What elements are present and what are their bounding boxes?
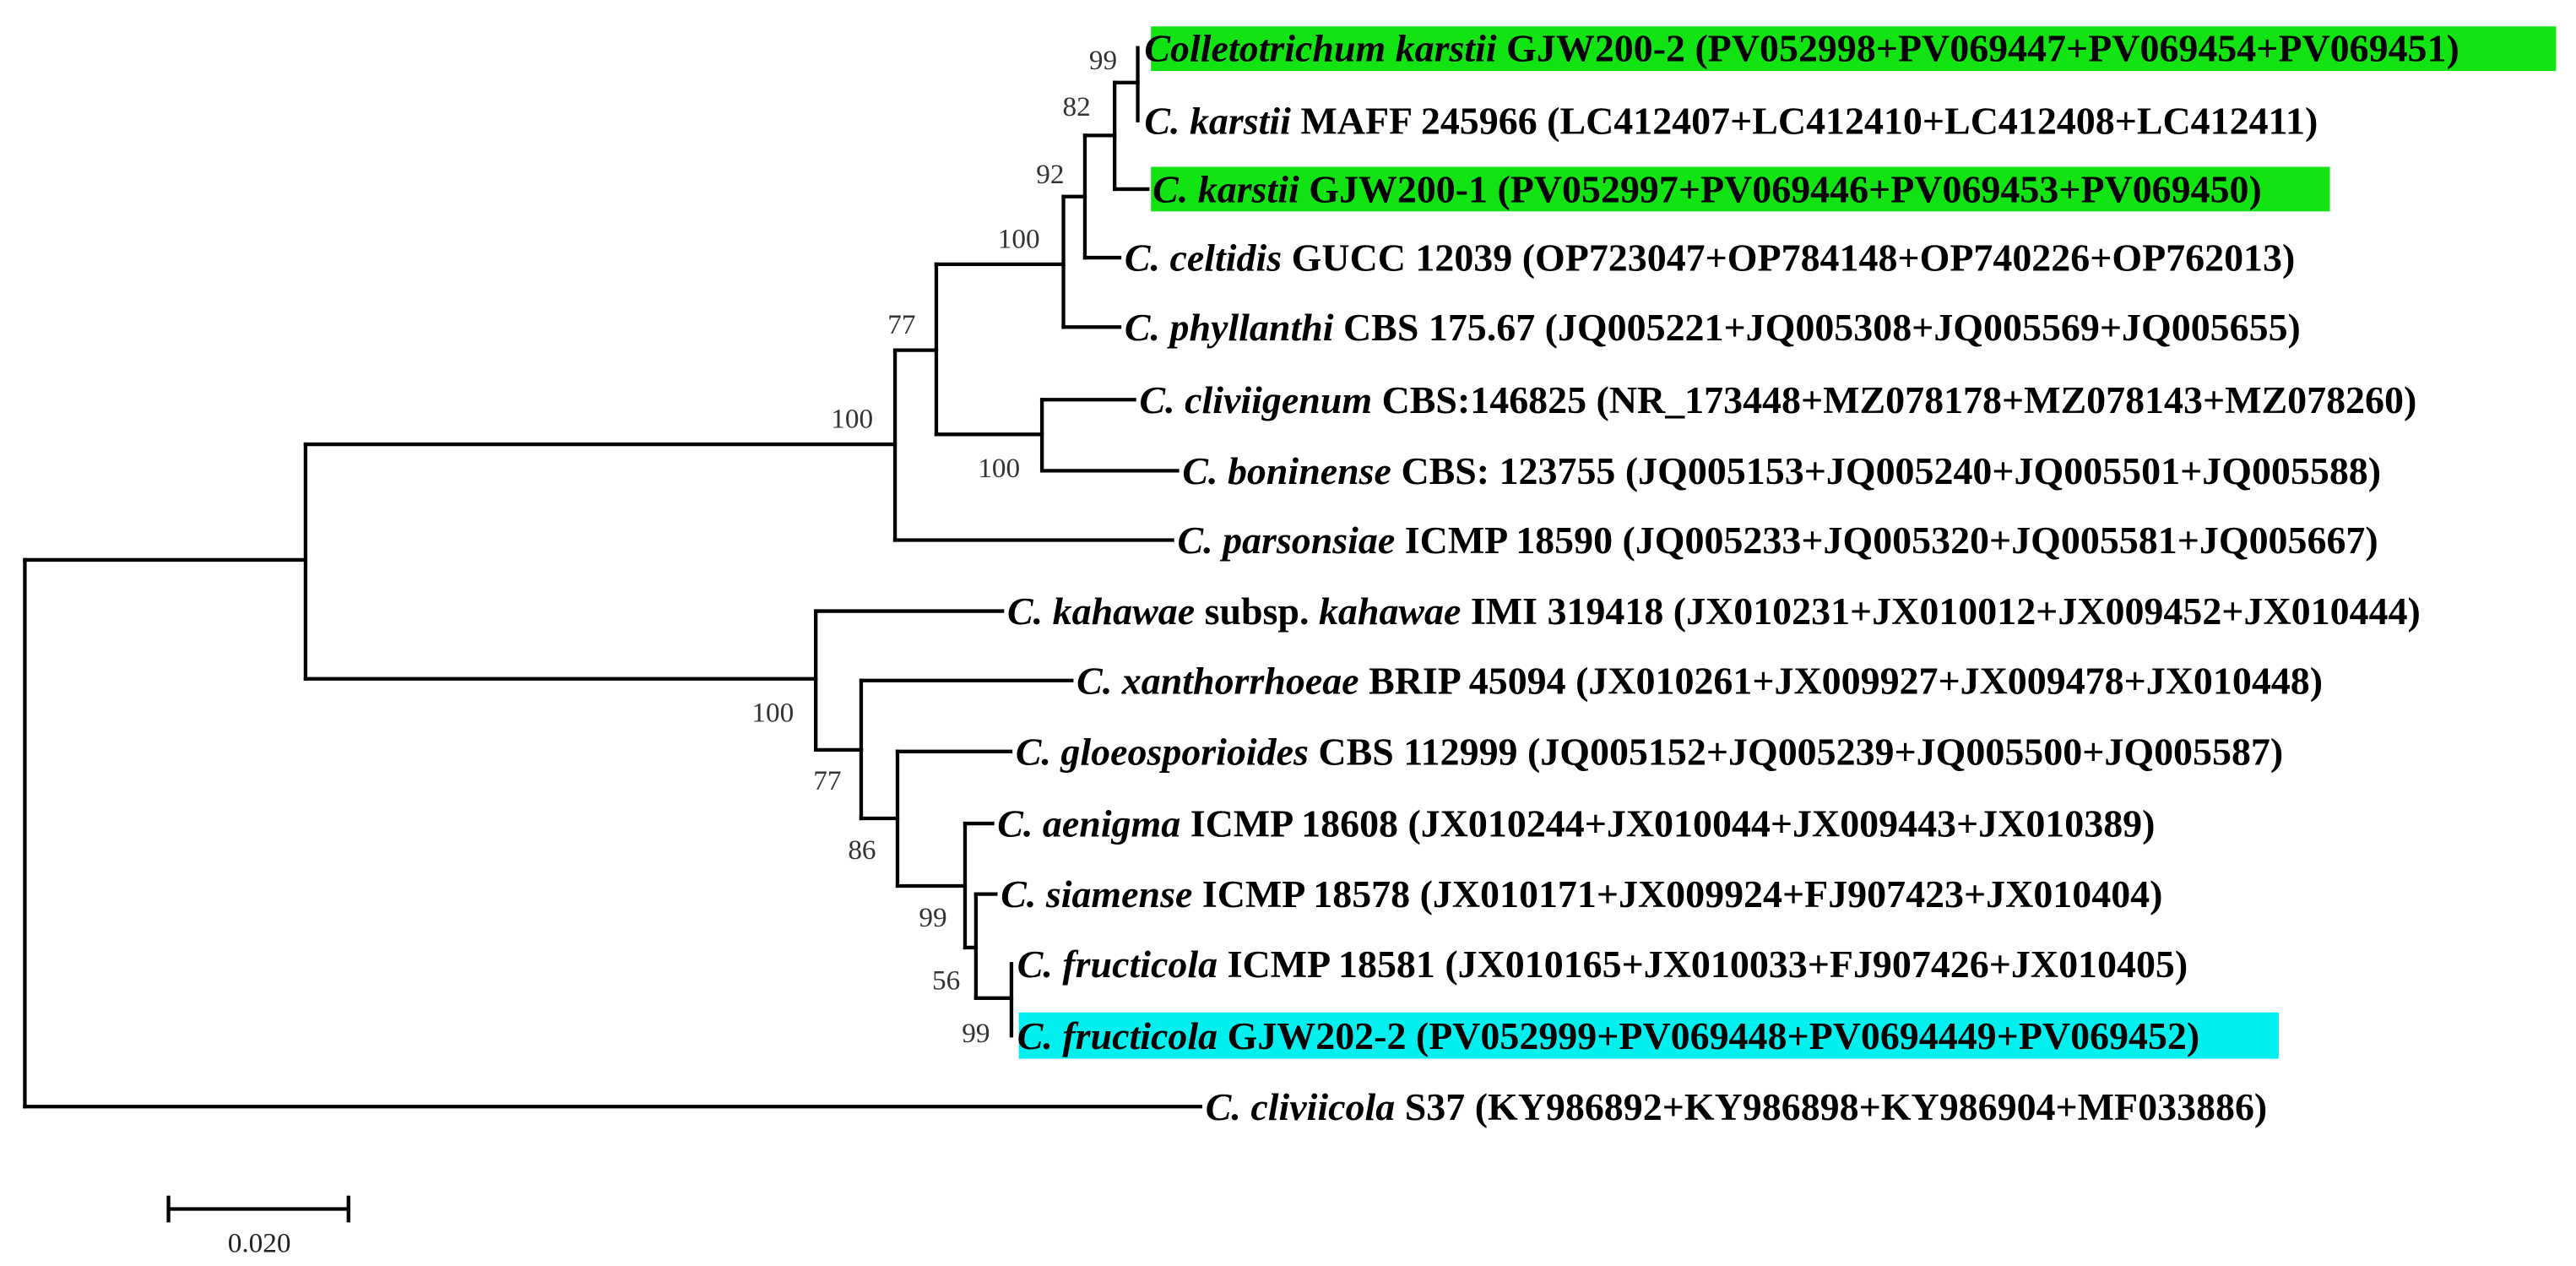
taxon-label: C. gloeosporioides CBS 112999 (JQ005152+… — [1016, 730, 2283, 773]
taxon-name-italic: C. xanthorrhoeae — [1076, 659, 1359, 702]
taxon-strain-text: IMI 319418 (JX010231+JX010012+JX009452+J… — [1461, 590, 2420, 633]
bootstrap-value: 56 — [932, 964, 960, 996]
taxon-strain-text: subsp. — [1195, 590, 1319, 633]
taxon-strain-text: MAFF 245966 (LC412407+LC412410+LC412408+… — [1291, 99, 2318, 142]
bootstrap-value: 77 — [813, 765, 841, 796]
taxon-name-italic: C. cliviicola — [1206, 1085, 1396, 1128]
taxon-name-italic: C. boninense — [1182, 449, 1391, 492]
branches — [23, 46, 1203, 1109]
taxon-label: Colletotrichum karstii GJW200-2 (PV05299… — [1144, 26, 2459, 69]
scale-bar-label: 0.020 — [228, 1227, 291, 1258]
taxon-name-italic: C. karstii — [1144, 99, 1291, 142]
taxon-label: C. phyllanthi CBS 175.67 (JQ005221+JQ005… — [1125, 306, 2301, 349]
taxon-name-italic: kahawae — [1319, 590, 1461, 633]
taxon-label: C. fructicola ICMP 18581 (JX010165+JX010… — [1017, 943, 2188, 986]
taxon-name-italic: C. kahawae — [1007, 590, 1195, 633]
taxon-strain-text: ICMP 18608 (JX010244+JX010044+JX009443+J… — [1180, 802, 2155, 845]
taxon-strain-text: GJW202-2 (PV052999+PV069448+PV0694449+PV… — [1217, 1014, 2199, 1057]
taxon-strain-text: CBS 112999 (JQ005152+JQ005239+JQ005500+J… — [1309, 730, 2283, 773]
taxon-label: C. karstii GJW200-1 (PV052997+PV069446+P… — [1152, 168, 2262, 211]
highlight-box — [1151, 166, 2330, 212]
taxon-label: C. celtidis GUCC 12039 (OP723047+OP78414… — [1125, 236, 2295, 280]
taxon-label: C. boninense CBS: 123755 (JQ005153+JQ005… — [1182, 449, 2381, 492]
bootstrap-value: 100 — [998, 223, 1040, 254]
taxon-strain-text: S37 (KY986892+KY986898+KY986904+MF033886… — [1395, 1085, 2267, 1128]
taxon-label: C. kahawae subsp. kahawae IMI 319418 (JX… — [1007, 590, 2421, 633]
taxon-strain-text: CBS:146825 (NR_173448+MZ078178+MZ078143+… — [1372, 378, 2416, 421]
taxon-name-italic: C. aenigma — [997, 802, 1180, 845]
taxon-name-italic: C. phyllanthi — [1125, 306, 1334, 349]
taxon-name-italic: C. karstii — [1152, 168, 1299, 211]
highlight-box — [1018, 1012, 2279, 1059]
taxon-name-italic: C. fructicola — [1017, 943, 1217, 986]
bootstrap-value: 77 — [887, 309, 915, 340]
taxon-label: C. fructicola GJW202-2 (PV052999+PV06944… — [1017, 1014, 2199, 1057]
taxon-label: C. aenigma ICMP 18608 (JX010244+JX010044… — [997, 802, 2155, 845]
taxon-name-italic: C. fructicola — [1017, 1014, 1217, 1057]
bootstrap-value: 100 — [751, 698, 794, 729]
taxon-name-italic: C. celtidis — [1125, 236, 1282, 280]
bootstrap-value: 99 — [962, 1018, 990, 1049]
bootstrap-value: 86 — [848, 834, 876, 866]
taxon-labels: Colletotrichum karstii GJW200-2 (PV05299… — [997, 26, 2459, 1128]
bootstrap-value: 82 — [1063, 91, 1091, 122]
taxon-strain-text: GJW200-1 (PV052997+PV069446+PV069453+PV0… — [1299, 168, 2262, 211]
taxon-name-italic: C. parsonsiae — [1177, 519, 1395, 562]
bootstrap-value: 99 — [1089, 45, 1117, 76]
taxon-label: C. karstii MAFF 245966 (LC412407+LC41241… — [1144, 99, 2318, 142]
bootstrap-value: 92 — [1036, 159, 1064, 190]
taxon-strain-text: GUCC 12039 (OP723047+OP784148+OP740226+O… — [1282, 236, 2295, 280]
highlights — [1018, 26, 2557, 1059]
taxon-strain-text: BRIP 45094 (JX010261+JX009927+JX009478+J… — [1359, 659, 2323, 702]
bootstrap-value: 100 — [831, 404, 873, 435]
taxon-name-italic: C. gloeosporioides — [1016, 730, 1309, 773]
taxon-name-italic: Colletotrichum karstii — [1144, 26, 1497, 69]
taxon-label: C. cliviigenum CBS:146825 (NR_173448+MZ0… — [1139, 378, 2416, 421]
taxon-strain-text: CBS: 123755 (JQ005153+JQ005240+JQ005501+… — [1391, 449, 2381, 492]
bootstrap-value: 99 — [919, 902, 946, 933]
bootstrap-value: 100 — [978, 453, 1020, 484]
taxon-label: C. cliviicola S37 (KY986892+KY986898+KY9… — [1206, 1085, 2267, 1128]
scale-bar: 0.020 — [166, 1195, 350, 1258]
taxon-strain-text: ICMP 18581 (JX010165+JX010033+FJ907426+J… — [1217, 943, 2188, 986]
taxon-label: C. siamense ICMP 18578 (JX010171+JX00992… — [1001, 872, 2162, 916]
taxon-strain-text: ICMP 18578 (JX010171+JX009924+FJ907423+J… — [1192, 872, 2162, 916]
taxon-label: C. parsonsiae ICMP 18590 (JQ005233+JQ005… — [1177, 519, 2378, 562]
taxon-label: C. xanthorrhoeae BRIP 45094 (JX010261+JX… — [1076, 659, 2323, 702]
highlight-box — [1151, 26, 2557, 72]
taxon-strain-text: CBS 175.67 (JQ005221+JQ005308+JQ005569+J… — [1334, 306, 2301, 349]
taxon-strain-text: ICMP 18590 (JQ005233+JQ005320+JQ005581+J… — [1395, 519, 2378, 562]
taxon-strain-text: GJW200-2 (PV052998+PV069447+PV069454+PV0… — [1497, 26, 2459, 69]
taxon-name-italic: C. siamense — [1001, 872, 1192, 916]
taxon-name-italic: C. cliviigenum — [1139, 378, 1372, 421]
